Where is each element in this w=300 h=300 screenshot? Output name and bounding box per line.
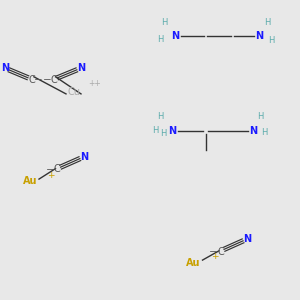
Text: +: + xyxy=(47,171,55,180)
Text: H: H xyxy=(161,18,168,27)
Text: ++: ++ xyxy=(88,80,101,88)
Text: −: − xyxy=(46,164,55,175)
Text: N: N xyxy=(249,125,258,136)
Text: N: N xyxy=(168,125,177,136)
Text: Cu: Cu xyxy=(67,86,80,97)
Text: N: N xyxy=(1,63,9,73)
Text: N: N xyxy=(255,31,264,41)
Text: C: C xyxy=(50,75,57,85)
Text: H: H xyxy=(157,35,164,44)
Text: H: H xyxy=(257,112,264,121)
Text: C: C xyxy=(54,164,60,175)
Text: C: C xyxy=(217,247,224,257)
Text: N: N xyxy=(243,234,251,244)
Text: +: + xyxy=(211,252,218,261)
Text: H: H xyxy=(152,126,159,135)
Text: −: − xyxy=(34,75,43,85)
Text: Au: Au xyxy=(23,176,37,187)
Text: N: N xyxy=(171,31,180,41)
Text: H: H xyxy=(268,36,275,45)
Text: −: − xyxy=(209,247,218,257)
Text: −: − xyxy=(42,75,51,85)
Text: H: H xyxy=(160,129,167,138)
Text: C: C xyxy=(28,75,35,85)
Text: H: H xyxy=(158,112,164,121)
Text: N: N xyxy=(77,63,85,73)
Text: Au: Au xyxy=(186,257,201,268)
Text: N: N xyxy=(80,152,88,162)
Text: H: H xyxy=(264,18,270,27)
Text: H: H xyxy=(261,128,267,137)
